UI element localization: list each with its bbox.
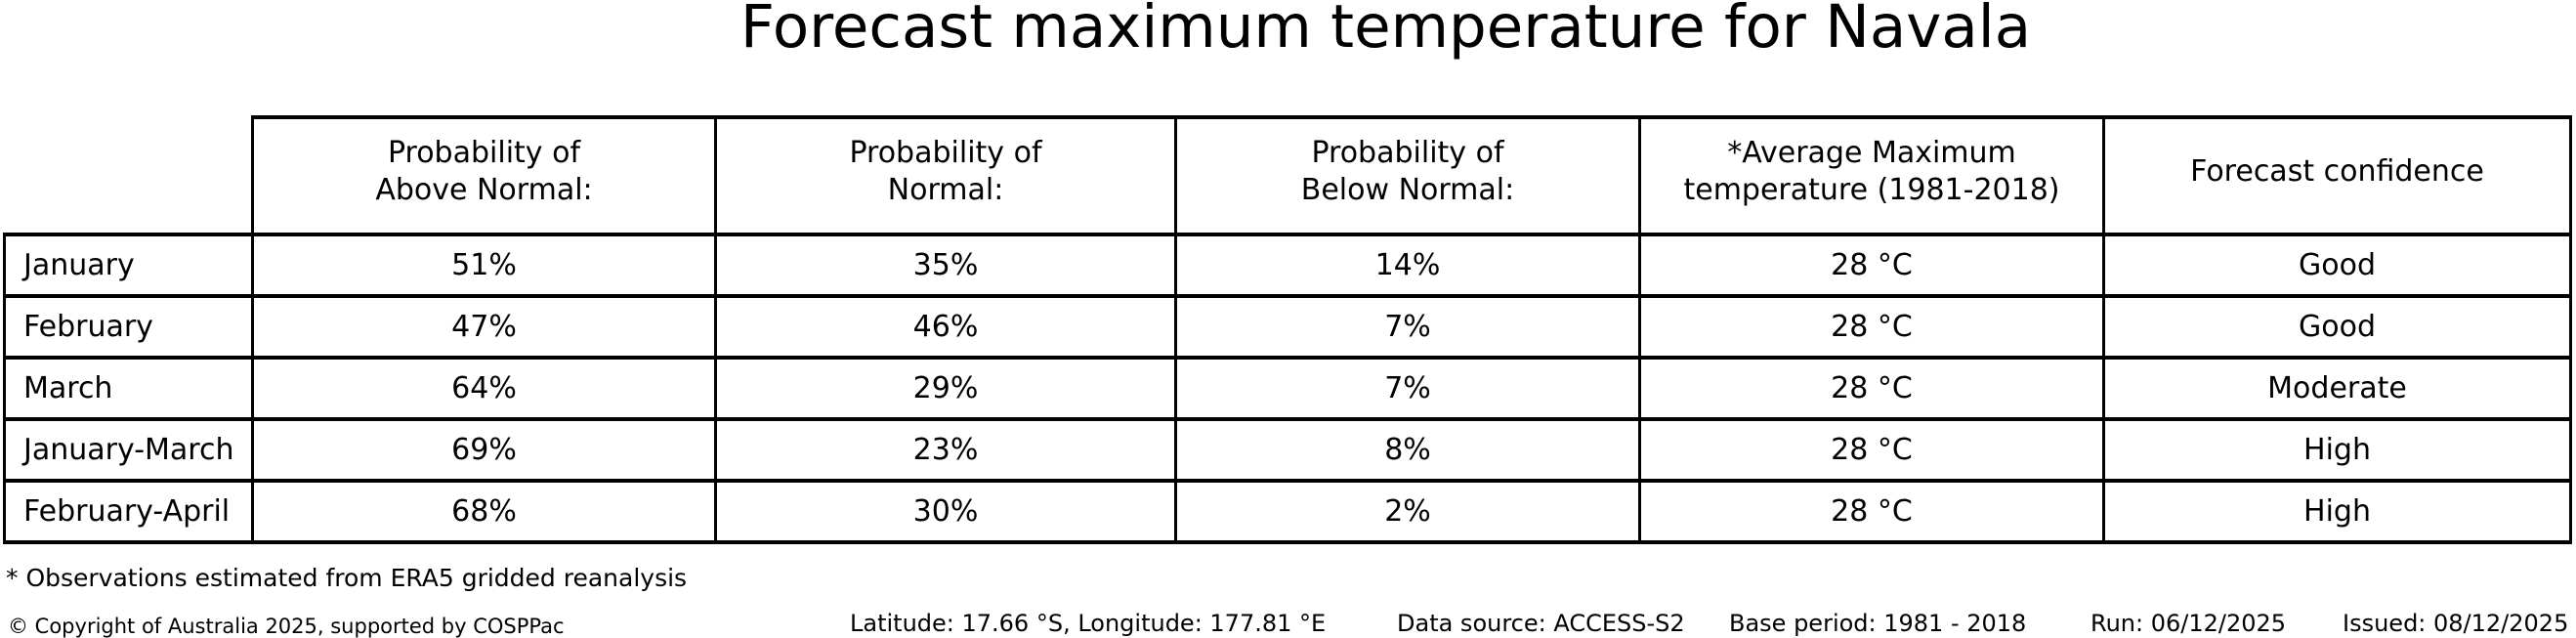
copyright-text: © Copyright of Australia 2025, supported… — [8, 615, 565, 638]
cell-below-normal: 8% — [1174, 417, 1641, 483]
latitude-longitude-text: Latitude: 17.66 °S, Longitude: 177.81 °E — [850, 610, 1327, 637]
page-title: Forecast maximum temperature for Navala — [739, 0, 2032, 62]
row-label: February — [3, 294, 254, 360]
cell-normal: 35% — [714, 233, 1177, 298]
row-label: March — [3, 356, 254, 421]
col-header-normal: Probability of Normal: — [714, 115, 1177, 236]
observations-footnote: * Observations estimated from ERA5 gridd… — [6, 564, 688, 592]
table-row-february: February 47% 46% 7% 28 °C Good — [3, 294, 2572, 360]
col-header-above-normal: Probability of Above Normal: — [251, 115, 717, 236]
row-label: February-April — [3, 479, 254, 544]
cell-above-normal: 51% — [251, 233, 717, 298]
table-row-february-april: February-April 68% 30% 2% 28 °C High — [3, 479, 2572, 544]
cell-average-max: 28 °C — [1638, 479, 2105, 544]
corner-cell — [5, 117, 253, 234]
cell-below-normal: 2% — [1174, 479, 1641, 544]
cell-above-normal: 47% — [251, 294, 717, 360]
cell-confidence: Good — [2102, 294, 2572, 360]
data-source-text: Data source: ACCESS-S2 — [1397, 610, 1685, 637]
cell-average-max: 28 °C — [1638, 356, 2105, 421]
cell-average-max: 28 °C — [1638, 417, 2105, 483]
table-header-row: Probability of Above Normal: Probability… — [5, 115, 2572, 236]
cell-below-normal: 7% — [1174, 356, 1641, 421]
cell-average-max: 28 °C — [1638, 294, 2105, 360]
forecast-table: Probability of Above Normal: Probability… — [3, 115, 2572, 544]
table-row-january: January 51% 35% 14% 28 °C Good — [3, 233, 2572, 298]
cell-confidence: High — [2102, 479, 2572, 544]
cell-normal: 29% — [714, 356, 1177, 421]
run-date-text: Run: 06/12/2025 — [2090, 610, 2287, 637]
cell-below-normal: 14% — [1174, 233, 1641, 298]
cell-average-max: 28 °C — [1638, 233, 2105, 298]
col-header-average-max: *Average Maximum temperature (1981-2018) — [1638, 115, 2105, 236]
cell-confidence: Good — [2102, 233, 2572, 298]
cell-above-normal: 69% — [251, 417, 717, 483]
cell-below-normal: 7% — [1174, 294, 1641, 360]
cell-normal: 30% — [714, 479, 1177, 544]
cell-confidence: Moderate — [2102, 356, 2572, 421]
cell-above-normal: 64% — [251, 356, 717, 421]
issued-date-text: Issued: 08/12/2025 — [2343, 610, 2569, 637]
base-period-text: Base period: 1981 - 2018 — [1729, 610, 2027, 637]
cell-normal: 46% — [714, 294, 1177, 360]
col-header-confidence: Forecast confidence — [2102, 115, 2572, 236]
row-label: January-March — [3, 417, 254, 483]
cell-normal: 23% — [714, 417, 1177, 483]
cell-confidence: High — [2102, 417, 2572, 483]
table-row-march: March 64% 29% 7% 28 °C Moderate — [3, 356, 2572, 421]
row-label: January — [3, 233, 254, 298]
col-header-below-normal: Probability of Below Normal: — [1174, 115, 1641, 236]
cell-above-normal: 68% — [251, 479, 717, 544]
table-row-january-march: January-March 69% 23% 8% 28 °C High — [3, 417, 2572, 483]
